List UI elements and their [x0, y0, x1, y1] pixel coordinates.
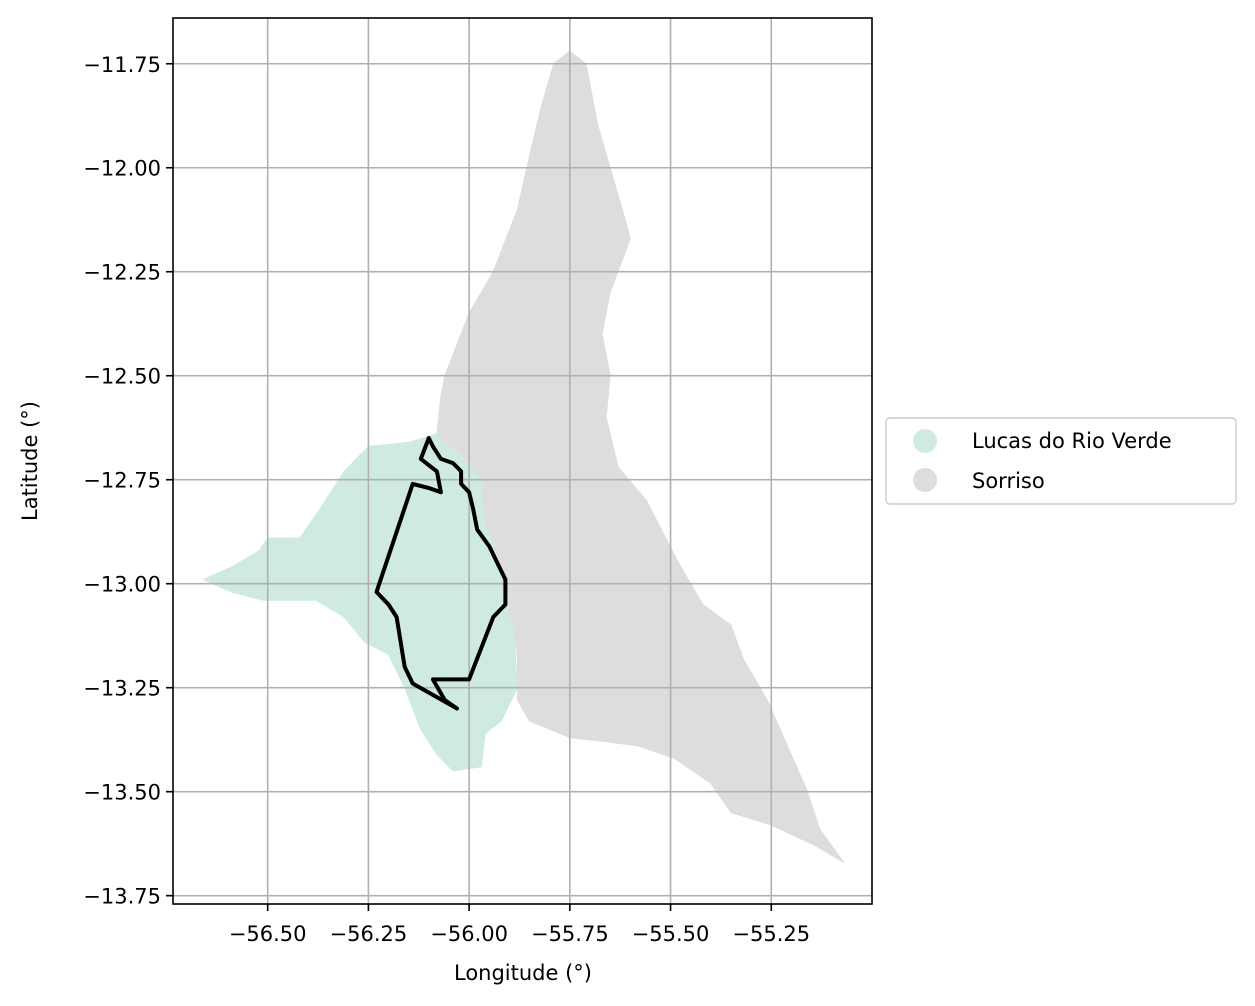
legend-label-lucas-do-rio-verde: Lucas do Rio Verde — [972, 429, 1172, 453]
y-tick-label: −12.25 — [83, 261, 161, 285]
y-axis: −11.75 −12.00 −12.25 −12.50 −12.75 −13.00 −13.… — [83, 53, 173, 909]
y-tick-label: −13.75 — [83, 885, 161, 909]
plot-frame — [172, 17, 873, 905]
x-tick-label: −56.25 — [330, 922, 408, 946]
x-tick-label: −55.75 — [531, 922, 609, 946]
y-tick-label: −12.75 — [83, 469, 161, 493]
legend-marker-lucas-do-rio-verde — [913, 429, 937, 453]
outline-layer — [374, 436, 508, 711]
legend-marker-sorriso — [913, 468, 937, 492]
y-axis-label: Latitude (°) — [18, 401, 42, 521]
x-axis-label: Longitude (°) — [454, 961, 592, 985]
legend-label-sorriso: Sorriso — [972, 469, 1045, 493]
boundary-outline — [374, 436, 508, 711]
grid-layer — [173, 18, 872, 904]
x-tick-label: −56.50 — [229, 922, 307, 946]
y-tick-label: −13.50 — [83, 781, 161, 805]
y-tick-label: −13.00 — [83, 573, 161, 597]
region-sorriso — [436, 50, 845, 863]
y-tick-label: −13.25 — [83, 677, 161, 701]
y-tick-label: −11.75 — [83, 53, 161, 77]
legend: Lucas do Rio Verde Sorriso — [885, 417, 1237, 505]
x-tick-label: −55.50 — [632, 922, 710, 946]
y-tick-label: −12.00 — [83, 157, 161, 181]
x-tick-label: −56.00 — [430, 922, 508, 946]
legend-frame — [885, 417, 1237, 505]
x-axis: −56.50 −56.25 −56.00 −55.75 −55.50 −55.25 — [229, 904, 810, 946]
y-tick-label: −12.50 — [83, 365, 161, 389]
x-tick-label: −55.25 — [732, 922, 810, 946]
